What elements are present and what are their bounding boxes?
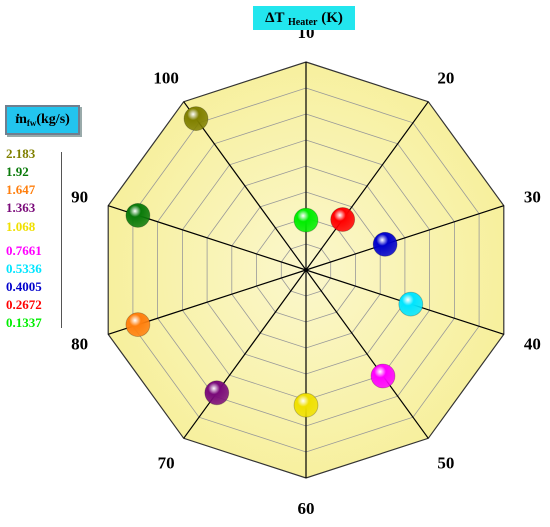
chart-title: ΔT Heater (K) [253,6,355,30]
angle-tick-label: 100 [153,69,179,88]
legend-item: 1.647 [6,182,36,197]
spoke-line [183,101,307,271]
angle-tick-label: 20 [437,69,454,88]
title-subscript: Heater [288,17,318,28]
data-point [183,106,209,131]
data-point [293,392,319,418]
title-unit: (K) [321,10,343,26]
data-point [372,231,398,257]
legend-item: 0.4005 [6,279,42,294]
angle-tick-label: 90 [71,188,88,207]
spoke-line [305,205,504,271]
spoke-line [305,101,429,271]
legend-item: 1.92 [6,164,29,179]
data-point [370,363,396,389]
legend-item: 0.5336 [6,261,42,276]
angle-tick-label: 50 [437,454,454,473]
angle-tick-label: 70 [158,454,175,473]
legend-item: 0.2672 [6,297,42,312]
legend-title-subscript: fw [26,118,37,128]
angle-tick-label: 40 [524,335,541,354]
spoke-line [183,269,307,439]
polar-grid [107,61,505,479]
data-point [204,380,230,406]
legend-title-main: m [15,112,27,127]
data-point [398,291,424,317]
legend-item: 0.7661 [6,243,42,258]
angle-tick-label: 80 [71,335,88,354]
legend-item: 0.1337 [6,315,42,330]
legend-item: 1.363 [6,200,36,215]
data-point [293,207,319,233]
legend-title-unit: (kg/s) [36,112,70,127]
legend-divider [61,152,62,328]
data-points [125,106,424,418]
angle-tick-label: 30 [524,188,541,207]
legend-item: 1.068 [6,219,36,234]
data-point [125,312,151,338]
legend-title: mfw(kg/s) [5,105,80,135]
title-main: ΔT [265,10,285,26]
legend-item: 2.183 [6,146,36,161]
data-point [330,207,356,232]
angle-tick-label: 60 [298,499,315,518]
data-point [125,202,151,228]
spoke-line [305,269,429,439]
